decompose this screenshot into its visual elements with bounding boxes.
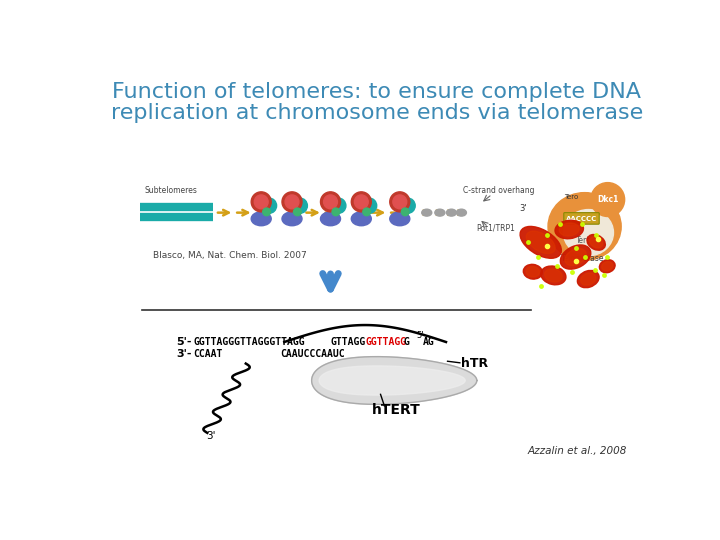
- Ellipse shape: [565, 248, 586, 266]
- Text: GGTTAGG: GGTTAGG: [365, 337, 406, 347]
- Circle shape: [254, 195, 268, 209]
- Text: 5': 5': [417, 332, 424, 340]
- Text: 3': 3': [519, 204, 527, 213]
- FancyBboxPatch shape: [564, 213, 599, 224]
- Text: Tero: Tero: [564, 194, 578, 200]
- Text: Subtelomeres: Subtelomeres: [145, 186, 197, 195]
- Text: Blasco, MA, Nat. Chem. Biol. 2007: Blasco, MA, Nat. Chem. Biol. 2007: [153, 251, 307, 260]
- Ellipse shape: [541, 266, 566, 285]
- Circle shape: [330, 198, 346, 213]
- Polygon shape: [312, 356, 477, 404]
- Circle shape: [390, 192, 410, 212]
- Text: hTR: hTR: [462, 357, 489, 370]
- Circle shape: [292, 198, 307, 213]
- Ellipse shape: [590, 237, 603, 248]
- Circle shape: [363, 208, 371, 215]
- Text: Tert: Tert: [576, 236, 590, 245]
- Text: 3': 3': [207, 431, 216, 441]
- Circle shape: [354, 195, 368, 209]
- Ellipse shape: [526, 267, 539, 277]
- Circle shape: [332, 208, 340, 215]
- Ellipse shape: [548, 193, 621, 260]
- Text: Azzalin et al., 2008: Azzalin et al., 2008: [527, 447, 626, 456]
- Circle shape: [251, 192, 271, 212]
- Circle shape: [323, 195, 338, 209]
- Circle shape: [261, 198, 276, 213]
- Ellipse shape: [559, 223, 579, 236]
- Text: hTERT: hTERT: [372, 403, 420, 417]
- Text: Pot1/TRP1: Pot1/TRP1: [477, 224, 516, 233]
- Circle shape: [590, 183, 625, 217]
- Text: 5'-: 5'-: [176, 337, 192, 347]
- Ellipse shape: [526, 231, 555, 253]
- Ellipse shape: [555, 220, 583, 239]
- Circle shape: [361, 198, 377, 213]
- Text: replication at chromosome ends via telomerase: replication at chromosome ends via telom…: [111, 103, 643, 123]
- Ellipse shape: [602, 262, 613, 271]
- Text: Telomerase: Telomerase: [562, 254, 605, 264]
- Polygon shape: [319, 366, 465, 395]
- Ellipse shape: [282, 212, 302, 226]
- Ellipse shape: [587, 234, 606, 250]
- Ellipse shape: [523, 265, 542, 279]
- Ellipse shape: [320, 212, 341, 226]
- Ellipse shape: [390, 212, 410, 226]
- Ellipse shape: [520, 226, 562, 258]
- Circle shape: [400, 198, 415, 213]
- Ellipse shape: [580, 273, 596, 285]
- Ellipse shape: [456, 209, 467, 216]
- Circle shape: [282, 192, 302, 212]
- Circle shape: [294, 208, 301, 215]
- Ellipse shape: [422, 209, 432, 216]
- Text: CCAAT: CCAAT: [194, 349, 222, 359]
- Text: G: G: [404, 337, 410, 347]
- Ellipse shape: [351, 212, 372, 226]
- Text: C-strand overhang: C-strand overhang: [463, 186, 534, 195]
- Circle shape: [351, 192, 372, 212]
- Text: GTTAGG: GTTAGG: [330, 337, 366, 347]
- Text: CAAUCCCAAUC: CAAUCCCAAUC: [281, 349, 345, 359]
- Ellipse shape: [560, 245, 591, 269]
- Text: GGTTAGGGTTAGGGTTAGG: GGTTAGGGTTAGGGTTAGG: [194, 337, 305, 347]
- Circle shape: [263, 208, 271, 215]
- Ellipse shape: [251, 212, 271, 226]
- Circle shape: [393, 195, 407, 209]
- Circle shape: [401, 208, 409, 215]
- Text: AG: AG: [423, 337, 435, 347]
- Ellipse shape: [564, 210, 613, 256]
- Circle shape: [285, 195, 299, 209]
- Ellipse shape: [544, 269, 562, 282]
- Text: AACCCC: AACCCC: [566, 216, 597, 222]
- Circle shape: [320, 192, 341, 212]
- Ellipse shape: [577, 271, 599, 288]
- Ellipse shape: [435, 209, 445, 216]
- Text: Function of telomeres: to ensure complete DNA: Function of telomeres: to ensure complet…: [112, 82, 642, 102]
- Ellipse shape: [599, 260, 615, 273]
- Ellipse shape: [446, 209, 456, 216]
- Text: Dkc1: Dkc1: [597, 195, 618, 204]
- Text: 3'-: 3'-: [176, 349, 192, 359]
